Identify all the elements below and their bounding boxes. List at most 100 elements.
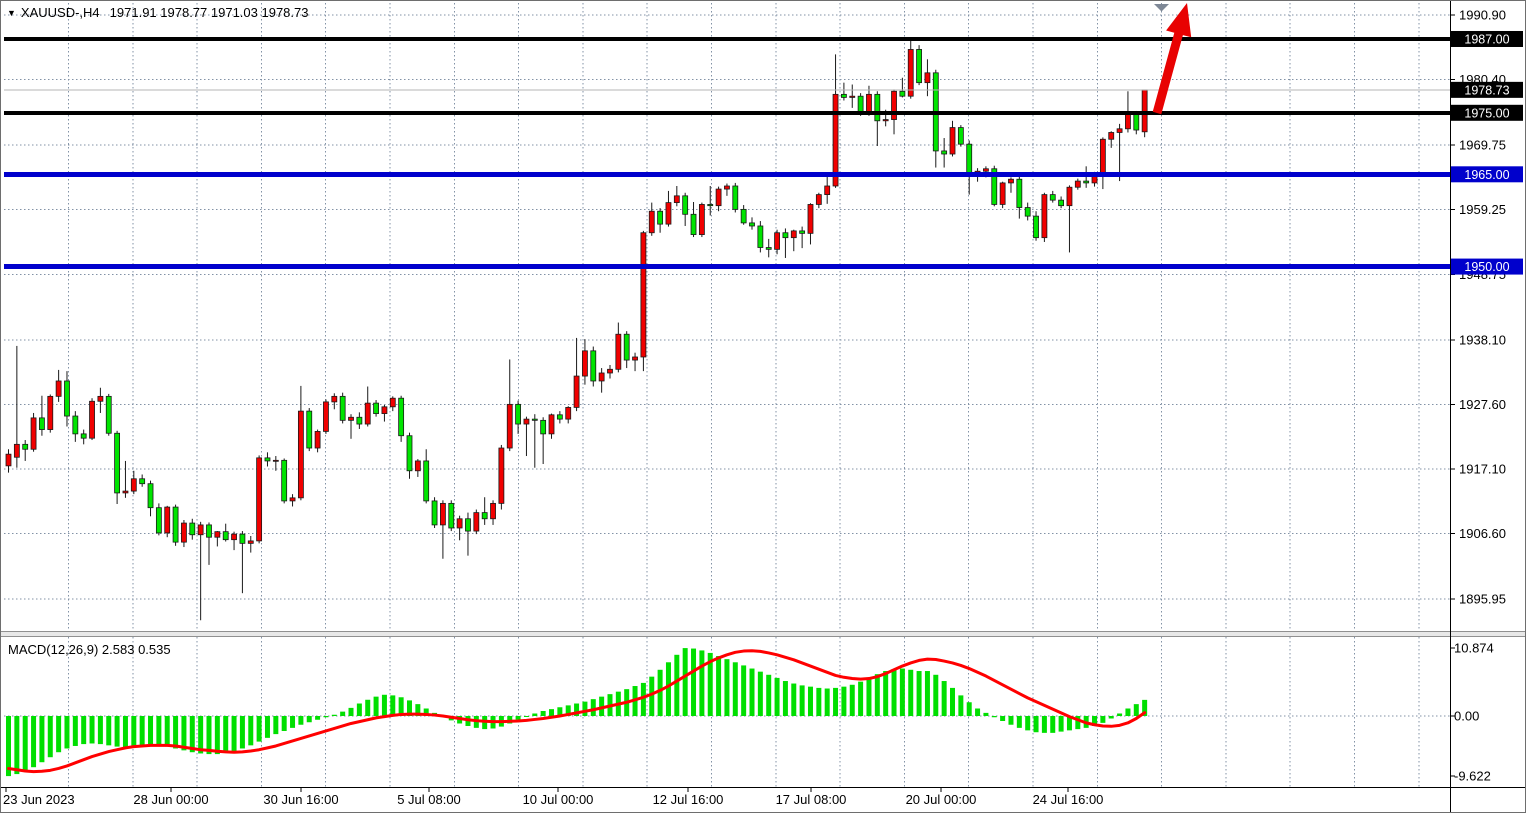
macd-histogram-bar xyxy=(31,716,37,768)
macd-histogram-bar xyxy=(181,716,187,751)
macd-histogram-bar xyxy=(298,716,304,725)
candle-bear xyxy=(239,533,246,544)
macd-histogram-bar xyxy=(841,686,847,716)
candle-bull xyxy=(231,533,237,541)
macd-histogram-bar xyxy=(248,716,254,746)
price-scale[interactable]: 1990.901980.401969.751959.251948.751938.… xyxy=(1450,8,1506,784)
candle-bear xyxy=(957,127,964,145)
candle-bull xyxy=(214,531,221,538)
candle-bull xyxy=(364,402,371,425)
macd-histogram-bar xyxy=(1108,716,1114,719)
candle-bear xyxy=(465,518,471,532)
macd-histogram-bar xyxy=(114,716,120,747)
candle-bear xyxy=(206,524,212,538)
pane-divider[interactable] xyxy=(1,631,1526,637)
time-scale[interactable]: 23 Jun 2023 28 Jun 00:00 30 Jun 16:00 5 Jul… xyxy=(3,788,1103,807)
price-badge xyxy=(1451,81,1523,98)
candle-bear xyxy=(1058,199,1065,207)
macd-histogram-bar xyxy=(164,716,170,747)
macd-histogram-bar xyxy=(916,671,922,716)
macd-histogram-bar xyxy=(866,677,872,716)
candle-bull xyxy=(949,127,956,155)
candle-bear xyxy=(339,395,346,421)
candle-bull xyxy=(523,418,530,425)
candle-bull xyxy=(506,403,513,449)
macd-histogram-bar xyxy=(983,712,989,716)
candle-bear xyxy=(306,410,313,449)
candle-bear xyxy=(782,232,789,239)
up-arrow-annotation[interactable] xyxy=(1152,3,1192,115)
candle-bull xyxy=(891,90,897,120)
candle-bear xyxy=(105,395,112,434)
candle-bull xyxy=(389,397,396,408)
macd-histogram-bar xyxy=(1050,716,1056,733)
candle-bear xyxy=(740,208,747,224)
macd-histogram-bar xyxy=(741,665,747,716)
candle-bull xyxy=(924,72,931,84)
chart-shift-triangle-icon[interactable] xyxy=(1154,4,1169,12)
macd-histogram-bar xyxy=(724,659,730,716)
macd-histogram-bar xyxy=(306,716,312,723)
macd-histogram-bar xyxy=(590,699,596,716)
macd-histogram-bar xyxy=(691,648,697,716)
macd-histogram-bar xyxy=(941,681,947,716)
macd-histogram-bar xyxy=(239,716,245,749)
macd-histogram-bar xyxy=(766,674,772,716)
macd-histogram-bar xyxy=(381,694,387,716)
macd-histogram-bar xyxy=(423,708,429,716)
macd-histogram-bar xyxy=(557,707,563,716)
candle-bull xyxy=(1116,128,1123,133)
candle-bear xyxy=(39,417,45,430)
price-badge xyxy=(1451,104,1523,121)
macd-histogram-bar xyxy=(816,687,822,716)
candle-bull xyxy=(440,502,446,526)
macd-histogram-bar xyxy=(72,716,78,746)
macd-histogram-bar xyxy=(173,716,179,749)
time-tick-label: 23 Jun 2023 xyxy=(3,792,75,807)
macd-histogram-bar xyxy=(89,716,95,744)
candle-bull xyxy=(824,185,831,196)
price-tick-label: 1969.75 xyxy=(1459,138,1506,153)
candle-bull xyxy=(1125,113,1131,130)
candle-bear xyxy=(448,502,455,529)
candle-bull xyxy=(983,168,989,172)
candle-bear xyxy=(966,143,973,177)
macd-histogram-bar xyxy=(674,654,680,716)
candle-bull xyxy=(414,460,421,472)
candle-bear xyxy=(423,460,430,502)
macd-histogram-bar xyxy=(532,713,538,716)
macd-histogram-bar xyxy=(574,703,580,716)
macd-histogram-bar xyxy=(56,716,62,753)
price-badge-label: 1978.73 xyxy=(1464,83,1509,97)
candle-bear xyxy=(189,522,196,536)
macd-histogram-bar xyxy=(64,716,70,749)
candle-bear xyxy=(874,93,881,122)
macd-histogram-bar xyxy=(315,716,321,720)
macd-histogram-bar xyxy=(214,716,220,755)
candle-bull xyxy=(247,540,254,544)
macd-histogram-bar xyxy=(549,709,555,716)
symbol-dropdown-icon[interactable]: ▼ xyxy=(7,8,16,18)
candle-bear xyxy=(682,195,689,215)
candle-bull xyxy=(181,522,187,543)
candle-bear xyxy=(707,204,714,207)
macd-layer xyxy=(6,648,1148,777)
time-tick-label: 12 Jul 16:00 xyxy=(653,792,724,807)
macd-histogram-bar xyxy=(1066,716,1072,731)
macd-histogram-bar xyxy=(665,662,671,716)
macd-histogram-bar xyxy=(1008,716,1014,725)
candle-bull xyxy=(122,490,129,494)
macd-histogram-bar xyxy=(1033,716,1039,733)
candle-bear xyxy=(841,93,847,98)
macd-histogram-bar xyxy=(256,716,262,742)
candle-bear xyxy=(155,507,162,534)
price-tick-label: 1990.90 xyxy=(1459,8,1506,23)
candle-bear xyxy=(1049,194,1056,201)
candle-bull xyxy=(832,93,839,187)
pane-divider-band[interactable] xyxy=(1,632,1526,636)
candle-bear xyxy=(114,432,121,494)
price-badge-label: 1975.00 xyxy=(1464,106,1509,120)
